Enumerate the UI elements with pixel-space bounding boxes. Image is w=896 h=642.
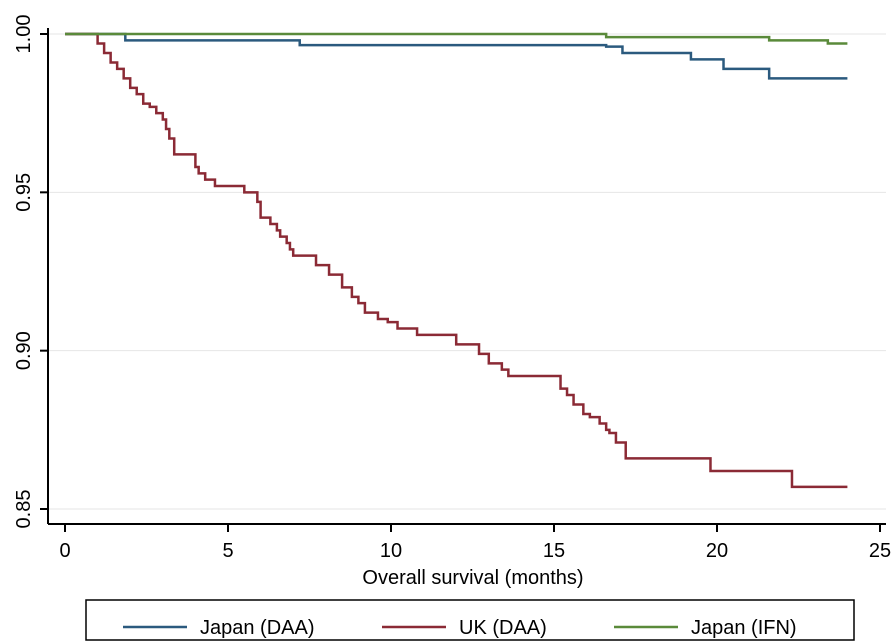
y-tick-label: 0.85	[13, 490, 35, 529]
x-tick-label: 0	[59, 540, 70, 562]
x-tick-label: 20	[706, 540, 728, 562]
x-tick-label: 10	[380, 540, 402, 562]
x-tick-label: 5	[222, 540, 233, 562]
x-tick-label: 25	[869, 540, 891, 562]
x-axis-title: Overall survival (months)	[362, 567, 583, 589]
legend-label-0: Japan (DAA)	[200, 617, 315, 639]
series-line-2	[65, 32, 848, 45]
legend-box	[85, 599, 855, 641]
y-ticks: 0.85 0.90 0.95 1.00	[13, 15, 48, 529]
series-line-1	[65, 32, 848, 489]
y-tick-label: 0.95	[13, 173, 35, 212]
series-lines	[65, 32, 848, 489]
legend: Japan (DAA) UK (DAA) Japan (IFN)	[85, 599, 855, 641]
legend-label-1: UK (DAA)	[459, 617, 547, 639]
y-tick-label: 1.00	[13, 15, 35, 54]
axes	[47, 28, 886, 525]
y-tick-label: 0.90	[13, 331, 35, 370]
legend-label-2: Japan (IFN)	[691, 617, 797, 639]
x-tick-label: 15	[543, 540, 565, 562]
x-ticks: 0 5 10 15 20 25	[59, 524, 891, 562]
series-line-0	[65, 32, 848, 80]
